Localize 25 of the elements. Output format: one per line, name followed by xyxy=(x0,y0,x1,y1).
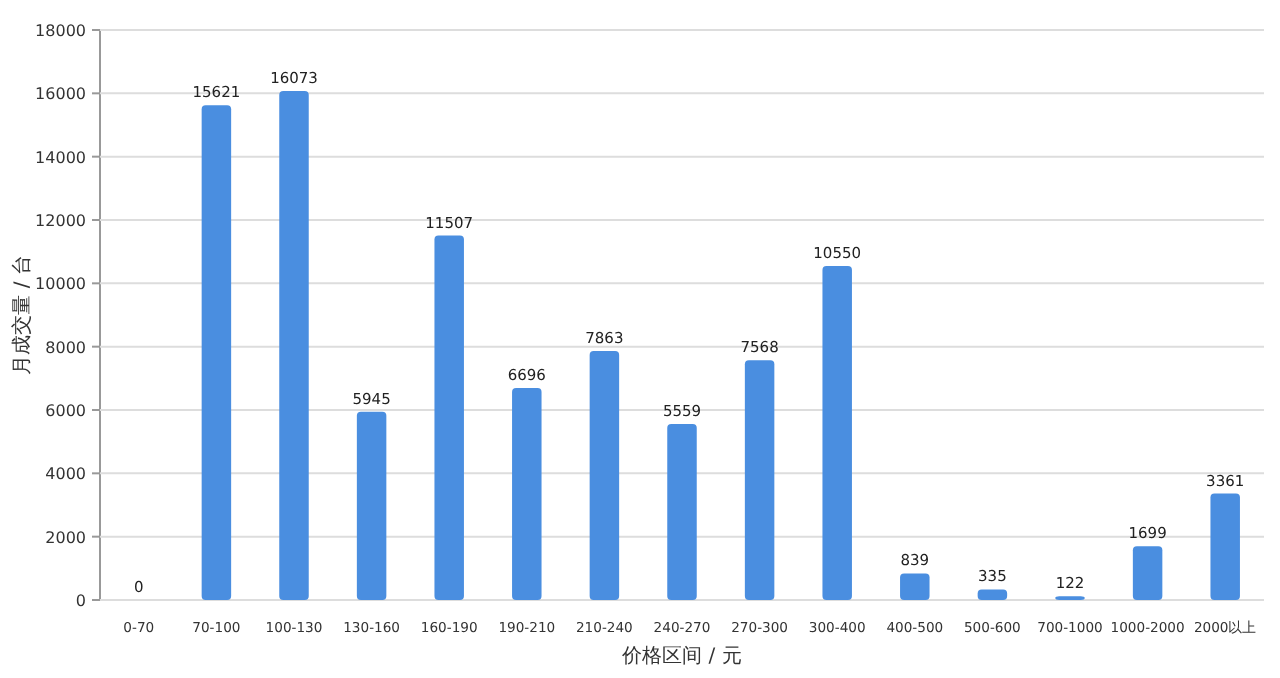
x-axis-title: 价格区间 / 元 xyxy=(620,644,742,668)
y-tick-label: 8000 xyxy=(45,338,86,357)
y-tick-label: 16000 xyxy=(35,85,86,104)
bar xyxy=(667,423,697,600)
y-tick-label: 18000 xyxy=(35,22,86,40)
bar xyxy=(589,351,620,600)
bar xyxy=(201,105,232,600)
y-tick-label: 10000 xyxy=(35,275,86,294)
bar xyxy=(512,387,542,600)
bar xyxy=(1132,546,1163,600)
y-tick-label: 12000 xyxy=(35,212,86,230)
bar xyxy=(279,91,309,600)
y-tick-label: 0 xyxy=(75,592,86,610)
y-tick-label: 4000 xyxy=(45,465,86,484)
bar xyxy=(822,265,852,600)
y-tick-label: 2000 xyxy=(45,528,86,547)
y-tick-label: 14000 xyxy=(35,148,86,167)
bar xyxy=(977,589,1008,600)
y-axis-title: 月成交量 / 台 xyxy=(10,255,34,375)
bar xyxy=(1210,493,1240,600)
bar xyxy=(900,573,930,600)
bar xyxy=(744,360,775,600)
bar xyxy=(356,411,387,600)
bar xyxy=(434,235,464,600)
y-tick-label: 6000 xyxy=(45,402,86,420)
